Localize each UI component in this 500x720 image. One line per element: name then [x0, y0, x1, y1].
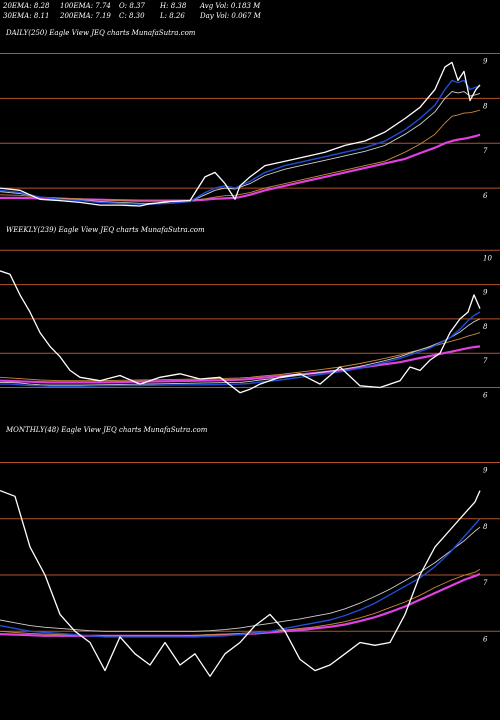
weekly-panel-title: WEEKLY(239) Eagle View JEQ charts Munafa… [6, 226, 205, 234]
monthly-tick-label: 7 [483, 579, 488, 587]
header-close: C: 8.30 [119, 12, 145, 20]
weekly-tick-label: 6 [483, 392, 488, 400]
monthly-tick-label: 6 [483, 635, 488, 643]
weekly-tick-label: 10 [483, 254, 492, 262]
monthly-ema20-line [0, 518, 481, 638]
daily-ema20-line [0, 79, 481, 205]
monthly-price-line [0, 489, 481, 677]
monthly-ema30-line [0, 526, 481, 632]
monthly-tick-label: 9 [483, 467, 488, 475]
weekly-ema200-line [0, 345, 481, 384]
weekly-tick-label: 8 [483, 323, 488, 331]
daily-ema30-line [0, 91, 481, 204]
weekly-ema20-line [0, 311, 481, 387]
weekly-tick-label: 7 [483, 357, 488, 365]
daily-tick-label: 9 [483, 57, 488, 65]
header-high: H: 8.38 [160, 2, 187, 10]
header-day-vol: Day Vol: 0.067 M [200, 12, 261, 20]
weekly-tick-label: 9 [483, 289, 488, 297]
daily-price-line [0, 61, 481, 207]
monthly-panel-title: MONTHLY(48) Eagle View JEQ charts Munafa… [6, 426, 208, 434]
daily-tick-label: 8 [483, 102, 488, 110]
weekly-ema30-line [0, 318, 481, 386]
weekly-price-line [0, 270, 481, 394]
daily-ema200-line [0, 133, 481, 202]
header-open: O: 8.37 [119, 2, 145, 10]
header-100ema: 100EMA: 7.74 [60, 2, 111, 10]
daily-tick-label: 7 [483, 147, 488, 155]
daily-panel-title: DAILY(250) Eagle View JEQ charts MunafaS… [6, 29, 196, 37]
daily-ema100-line [0, 109, 481, 202]
header-200ema: 200EMA: 7.19 [60, 12, 111, 20]
header-avg-vol: Avg Vol: 0.183 M [200, 2, 261, 10]
header-30ema: 30EMA: 8.11 [3, 12, 50, 20]
header-low: L: 8.26 [160, 12, 185, 20]
daily-tick-label: 6 [483, 192, 488, 200]
monthly-tick-label: 8 [483, 523, 488, 531]
weekly-ema100-line [0, 332, 481, 382]
header-20ema: 20EMA: 8.28 [3, 2, 50, 10]
